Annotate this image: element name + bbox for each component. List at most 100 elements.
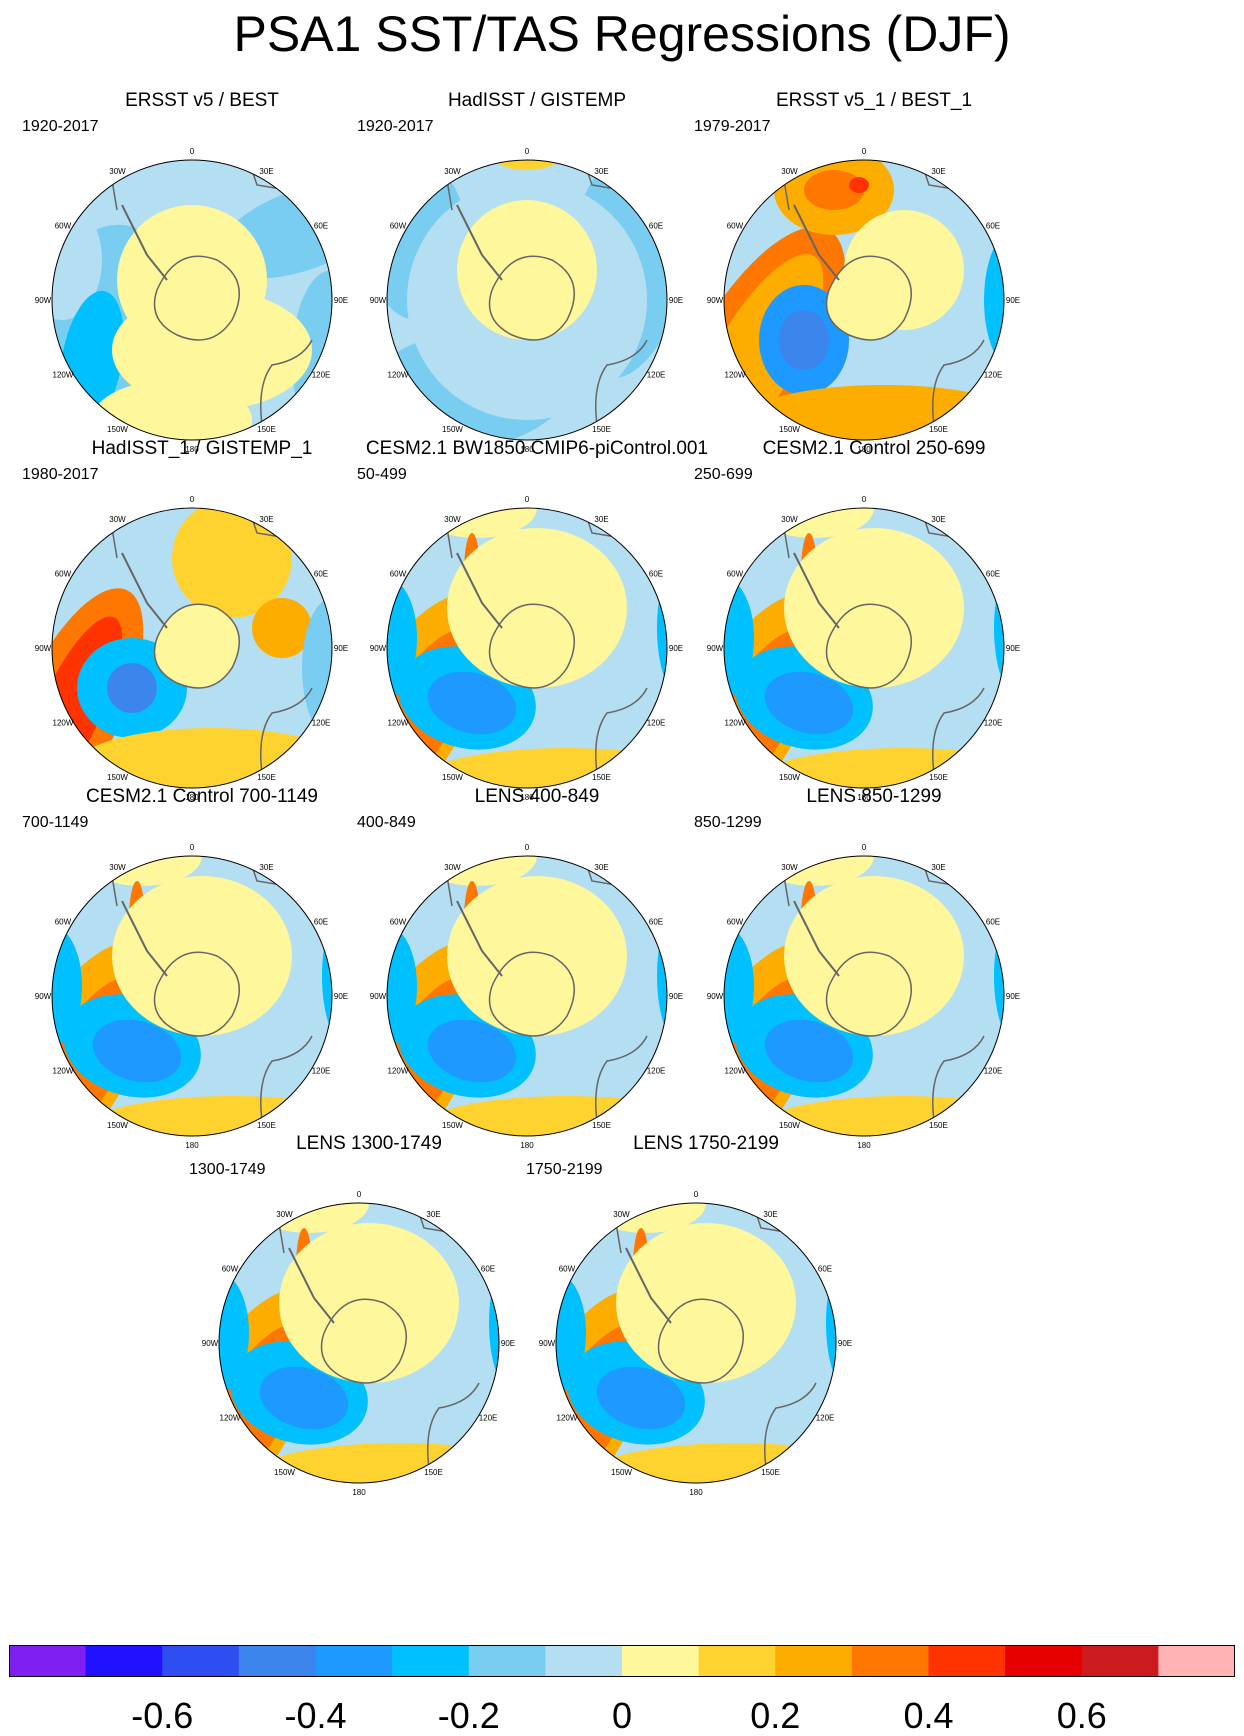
anomaly-patch: [92, 380, 252, 440]
peninsula-coastline: [456, 900, 503, 977]
peninsula-coastline: [121, 204, 168, 281]
map-panel: LENS 400-849 400-849 0 30E 60E 90E 120E 150E 180…: [357, 786, 782, 1166]
longitude-label: 120E: [984, 371, 1003, 380]
panel-title: CESM2.1 BW1850 CMIP6-piControl.001: [365, 438, 709, 459]
australia-coastline: [260, 687, 313, 774]
panel-period: 700-1149: [22, 814, 89, 831]
longitude-label: 180: [352, 1488, 366, 1497]
longitude-label: 90E: [669, 644, 683, 653]
anomaly-patch: [724, 926, 754, 1046]
colorbar: [9, 1645, 1235, 1677]
colorbar-swatch: [85, 1645, 163, 1677]
anomaly-patch: [219, 1273, 249, 1393]
anomaly-patch: [427, 671, 517, 735]
map-border: [723, 855, 1005, 1137]
longitude-label: 30W: [109, 515, 126, 524]
anomaly-patch: [994, 906, 1004, 1046]
anomaly-patch: [724, 578, 754, 698]
longitude-label: 60E: [649, 570, 663, 579]
longitude-label: 150E: [592, 773, 611, 782]
antarctica-coastline: [488, 603, 575, 689]
peninsula-coastline: [288, 1247, 335, 1324]
panel-title: LENS 850-1299: [806, 786, 942, 807]
longitude-label: 180: [185, 1141, 199, 1150]
longitude-label: 90E: [1006, 644, 1020, 653]
longitude-label: 150W: [611, 1468, 632, 1477]
polar-map: 0 30E 60E 90E 120E 150E 180 150W 120W 90W 60W 30W: [202, 1190, 515, 1497]
polar-map: 0 30E 60E 90E 120E 150E 180 150W 120W 90W 60W 30W: [35, 495, 348, 802]
antarctica-coastline: [657, 1298, 744, 1384]
longitude-label: 30W: [613, 1210, 630, 1219]
map-border: [51, 855, 333, 1137]
longitude-label: 90W: [370, 644, 387, 653]
colorbar-swatch: [851, 1645, 929, 1677]
anomaly-patch: [816, 1423, 836, 1463]
longitude-label: 30W: [444, 167, 461, 176]
panel-title: LENS 400-849: [474, 786, 600, 807]
longitude-label: 0: [525, 495, 530, 504]
longitude-label: 0: [862, 843, 867, 852]
longitude-label: 120E: [647, 371, 666, 380]
longitude-label: 150W: [107, 1121, 128, 1130]
longitude-label: 120W: [388, 719, 409, 728]
map-border: [386, 159, 668, 441]
longitude-label: 180: [185, 793, 199, 802]
colorbar-swatch: [392, 1645, 470, 1677]
colorbar-swatch: [775, 1645, 853, 1677]
peninsula-coastline: [625, 1247, 672, 1324]
colorbar-swatch: [622, 1645, 700, 1677]
anomaly-patch: [994, 558, 1004, 698]
longitude-label: 180: [185, 445, 199, 454]
peninsula-coastline: [121, 900, 168, 977]
panel-period: 1750-2199: [526, 1161, 603, 1178]
australia-coastline: [595, 687, 648, 774]
anomaly-patch: [52, 200, 102, 320]
longitude-label: 90E: [669, 296, 683, 305]
longitude-label: 150E: [592, 425, 611, 434]
antarctica-coastline: [153, 603, 240, 689]
map-panel: CESM2.1 Control 250-699 250-699 0 30E 60E 90E…: [694, 438, 1119, 818]
longitude-label: 150W: [442, 425, 463, 434]
australia-coastline: [932, 1035, 985, 1122]
longitude-label: 150W: [107, 773, 128, 782]
longitude-label: 30W: [781, 863, 798, 872]
map-border: [723, 159, 1005, 441]
antarctica-coastline: [825, 255, 912, 341]
colorbar-tick-label: 0.6: [1056, 1695, 1107, 1736]
anomaly-patch: [172, 508, 292, 618]
longitude-label: 60W: [390, 570, 407, 579]
longitude-label: 60W: [55, 918, 72, 927]
anomaly-patch: [387, 926, 417, 1046]
longitude-label: 150E: [929, 425, 948, 434]
anomaly-patch: [72, 728, 332, 788]
longitude-label: 30E: [259, 515, 273, 524]
longitude-label: 120W: [725, 371, 746, 380]
longitude-label: 0: [525, 843, 530, 852]
longitude-label: 120E: [312, 719, 331, 728]
longitude-label: 120W: [557, 1414, 578, 1423]
panel-title: ERSST v5 / BEST: [125, 90, 279, 111]
peninsula-coastline: [793, 204, 840, 281]
longitude-label: 60W: [55, 570, 72, 579]
anomaly-patch: [849, 177, 869, 193]
longitude-label: 60E: [314, 918, 328, 927]
map-panel: CESM2.1 Control 700-1149 700-1149 0 30E 60E 9…: [22, 786, 447, 1166]
panel-period: 1980-2017: [22, 466, 99, 483]
colorbar-swatch: [315, 1645, 393, 1677]
panel-title: LENS 1300-1749: [296, 1133, 442, 1154]
longitude-label: 120W: [725, 719, 746, 728]
longitude-label: 120E: [647, 719, 666, 728]
longitude-label: 150E: [257, 425, 276, 434]
longitude-label: 180: [857, 793, 871, 802]
longitude-label: 120W: [53, 371, 74, 380]
panel-title: HadISST_1 / GISTEMP_1: [91, 438, 313, 459]
longitude-label: 30E: [931, 515, 945, 524]
anomaly-patch: [302, 598, 332, 738]
longitude-label: 120W: [725, 1067, 746, 1076]
colorbar-tick-label: -0.4: [284, 1695, 347, 1736]
longitude-label: 0: [357, 1190, 362, 1199]
map-panel: ERSST v5_1 / BEST_1 1979-2017 0 30E 60E 90E 12…: [694, 90, 1119, 470]
longitude-label: 60W: [727, 222, 744, 231]
australia-coastline: [260, 339, 313, 426]
longitude-label: 0: [862, 495, 867, 504]
